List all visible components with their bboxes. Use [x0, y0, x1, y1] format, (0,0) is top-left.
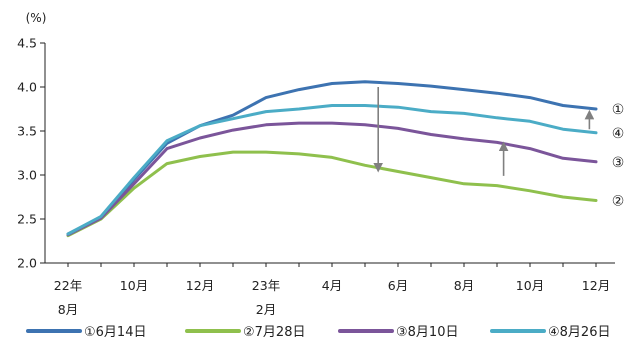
- series-line-2: [66, 150, 598, 238]
- x-tick-label: 22年: [54, 278, 82, 293]
- legend-label-1: ①6月14日: [84, 325, 146, 340]
- y-tick-label: 4.0: [17, 80, 37, 95]
- x-tick-label: 10月: [120, 278, 148, 293]
- x-tick-label: 6月: [388, 278, 408, 293]
- y-tick-label: 3.0: [17, 168, 37, 183]
- series-line-4: [66, 104, 598, 236]
- x-tick-label: 23年: [252, 278, 280, 293]
- series-end-label-4: ④: [612, 126, 625, 142]
- y-tick-label: 2.5: [17, 212, 37, 227]
- y-axis-label: (%): [26, 11, 47, 25]
- x-tick-label: 4月: [322, 278, 342, 293]
- series-line-1: [66, 80, 598, 236]
- x-tick-label: 10月: [516, 278, 544, 293]
- x-tick-label: 12月: [186, 278, 214, 293]
- x-tick-label: 12月: [582, 278, 610, 293]
- y-tick-label: 4.5: [17, 36, 37, 51]
- x-tick-label-line2: 2月: [256, 302, 276, 317]
- y-tick-label: 3.5: [17, 124, 37, 139]
- series-end-label-3: ③: [612, 155, 625, 171]
- legend-label-3: ③8月10日: [396, 325, 458, 340]
- x-tick-label: 8月: [454, 278, 474, 293]
- series-end-label-1: ①: [612, 102, 625, 118]
- y-tick-label: 2.0: [17, 256, 37, 271]
- legend-label-2: ②7月28日: [243, 325, 305, 340]
- x-tick-label-line2: 8月: [58, 302, 78, 317]
- series-end-label-2: ②: [612, 194, 625, 210]
- legend-label-4: ④8月26日: [548, 325, 610, 340]
